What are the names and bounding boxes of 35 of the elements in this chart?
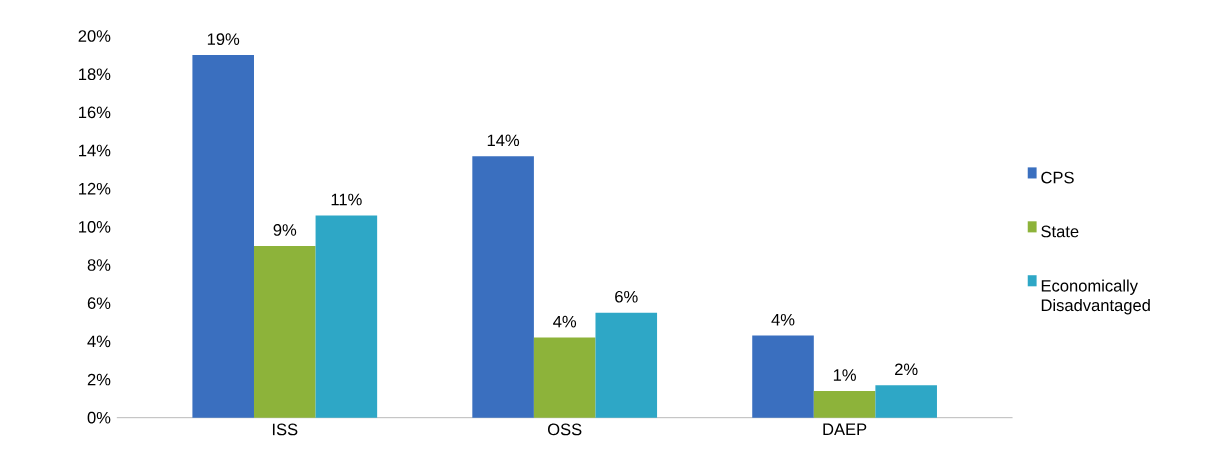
- legend-label: CPS: [1041, 171, 1074, 184]
- y-tick-label: 6%: [87, 297, 111, 309]
- bar: [875, 385, 937, 418]
- bar: [315, 215, 378, 418]
- data-label: 4%: [553, 315, 577, 328]
- x-tick-label: ISS: [272, 423, 298, 436]
- y-tick-label: 4%: [87, 335, 111, 347]
- x-tick-label: OSS: [548, 423, 582, 436]
- data-label: 11%: [331, 193, 362, 206]
- data-label: 6%: [615, 290, 638, 303]
- data-label: 2%: [895, 363, 918, 375]
- y-tick-label: 18%: [79, 68, 111, 80]
- y-tick-label: 8%: [87, 258, 111, 271]
- data-label: 14%: [487, 134, 520, 146]
- bar: [595, 312, 658, 418]
- bar: [752, 335, 814, 418]
- data-label: 19%: [207, 33, 240, 45]
- bar: [472, 156, 534, 418]
- y-tick-label: 16%: [79, 106, 111, 118]
- bar: [192, 54, 254, 418]
- data-label: 4%: [771, 313, 795, 326]
- bar: [533, 337, 596, 418]
- y-tick-label: 2%: [87, 373, 111, 386]
- x-tick-label: DAEP: [823, 423, 867, 435]
- bar: [813, 390, 876, 418]
- y-tick-label: 0%: [87, 411, 111, 424]
- y-tick-label: 14%: [79, 144, 111, 157]
- y-tick-label: 10%: [79, 220, 111, 233]
- legend-label: State: [1041, 225, 1079, 238]
- y-tick-label: 12%: [79, 182, 111, 195]
- legend-label: Economically Disadvantaged: [1041, 279, 1150, 315]
- bar: [253, 245, 316, 418]
- y-tick-label: 20%: [78, 29, 111, 42]
- data-label: 1%: [833, 369, 856, 381]
- data-label: 9%: [273, 223, 297, 236]
